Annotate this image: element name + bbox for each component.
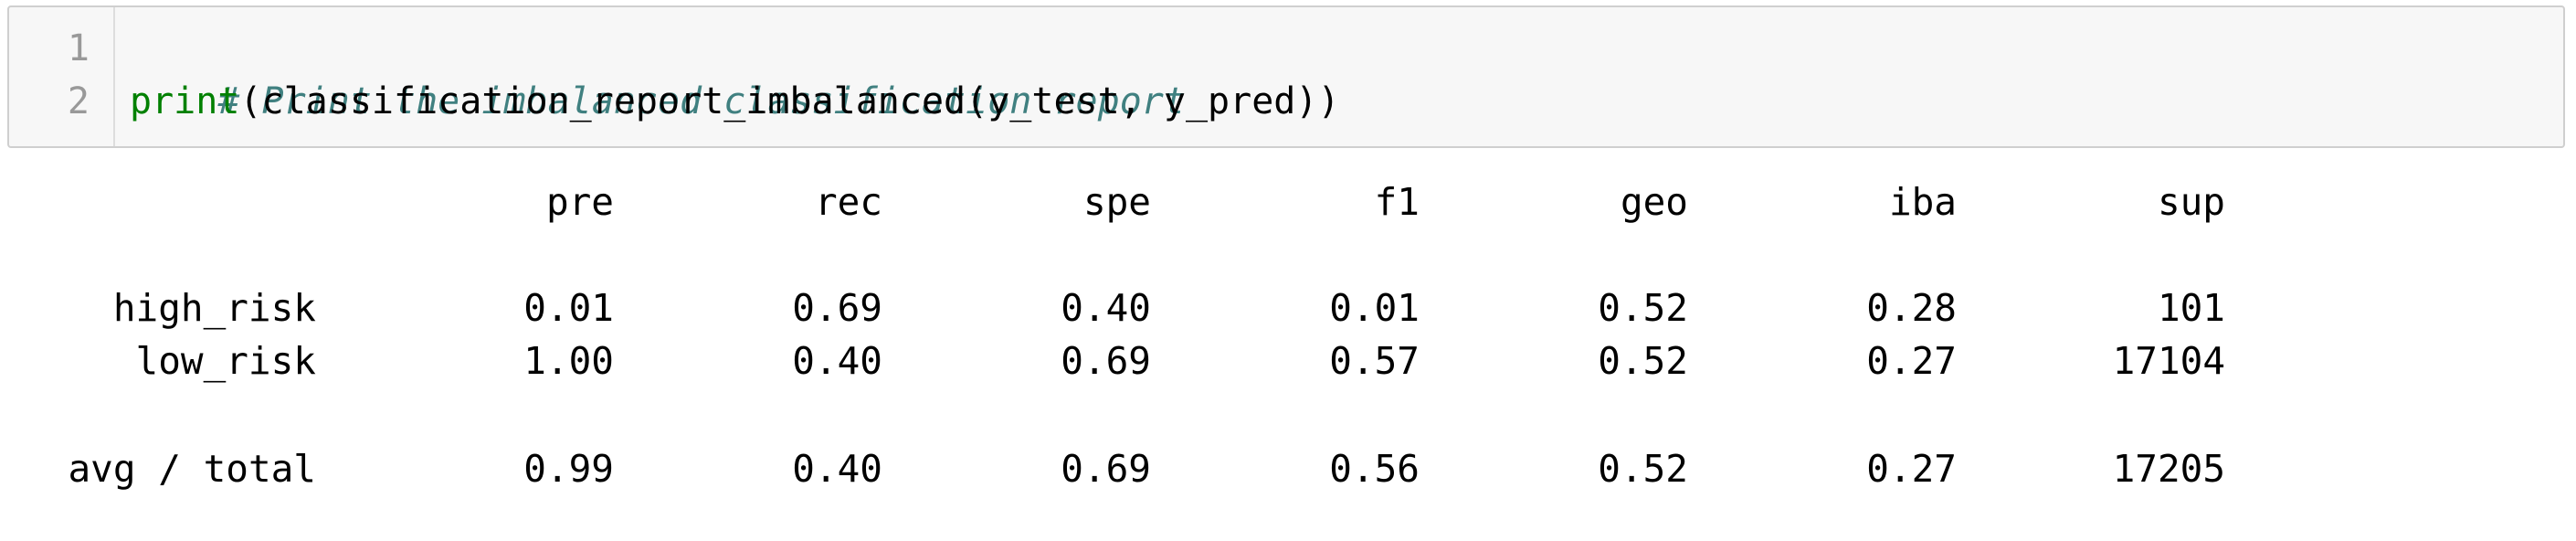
report-value: 0.27: [1866, 339, 1957, 383]
report-row-low-risk: low_risk 1.00 0.40 0.69 0.57 0.52 0.27 1…: [0, 334, 2284, 387]
report-row-avg-total: avg / total 0.99 0.40 0.69 0.56 0.52 0.2…: [0, 442, 2284, 495]
line-number-gutter: 1 2: [9, 7, 115, 146]
report-value: 0.56: [1329, 447, 1420, 491]
classification-report-output: pre rec spe f1 geo iba sup high_risk 0.0…: [0, 172, 2576, 537]
column-header: sup: [2157, 180, 2225, 224]
report-value: 0.27: [1866, 447, 1957, 491]
report-header-row: pre rec spe f1 geo iba sup: [0, 175, 2284, 228]
report-value: 0.01: [1329, 286, 1420, 330]
report-value: 17104: [2112, 339, 2225, 383]
report-value: 0.40: [792, 447, 882, 491]
code-line-1[interactable]: # Print the imbalanced classification re…: [130, 22, 1186, 181]
report-value: 0.69: [1061, 339, 1151, 383]
report-value: 0.52: [1598, 447, 1688, 491]
line-number: 2: [67, 80, 90, 122]
report-value: 17205: [2112, 447, 2225, 491]
report-row-high-risk: high_risk 0.01 0.69 0.40 0.01 0.52 0.28 …: [0, 281, 2284, 334]
column-header: iba: [1888, 180, 1957, 224]
row-label: low_risk: [135, 339, 316, 383]
report-value: 0.57: [1329, 339, 1420, 383]
code-cell-input[interactable]: 1 2 # Print the imbalanced classificatio…: [7, 5, 2565, 148]
report-value: 0.69: [792, 286, 882, 330]
report-value: 0.99: [523, 447, 614, 491]
report-value: 0.52: [1598, 286, 1688, 330]
line-number: 1: [67, 27, 90, 69]
code-line-2[interactable]: print(classification_report_imbalanced(y…: [130, 75, 1340, 128]
column-header: rec: [814, 180, 882, 224]
column-header: spe: [1082, 180, 1151, 224]
function-call: (classification_report_imbalanced(y_test…: [239, 80, 1340, 122]
report-value: 0.52: [1598, 339, 1688, 383]
report-value: 0.28: [1866, 286, 1957, 330]
row-label: avg / total: [68, 447, 316, 491]
report-value: 101: [2157, 286, 2225, 330]
report-value: 0.40: [792, 339, 882, 383]
row-label: high_risk: [112, 286, 316, 330]
report-value: 0.69: [1061, 447, 1151, 491]
column-header: geo: [1620, 180, 1688, 224]
code-comment: # Print the imbalanced classification re…: [217, 80, 1186, 122]
column-header: f1: [1374, 180, 1420, 224]
report-value: 1.00: [523, 339, 614, 383]
column-header: pre: [545, 180, 614, 224]
report-value: 0.01: [523, 286, 614, 330]
report-value: 0.40: [1061, 286, 1151, 330]
print-keyword: print: [130, 80, 240, 122]
